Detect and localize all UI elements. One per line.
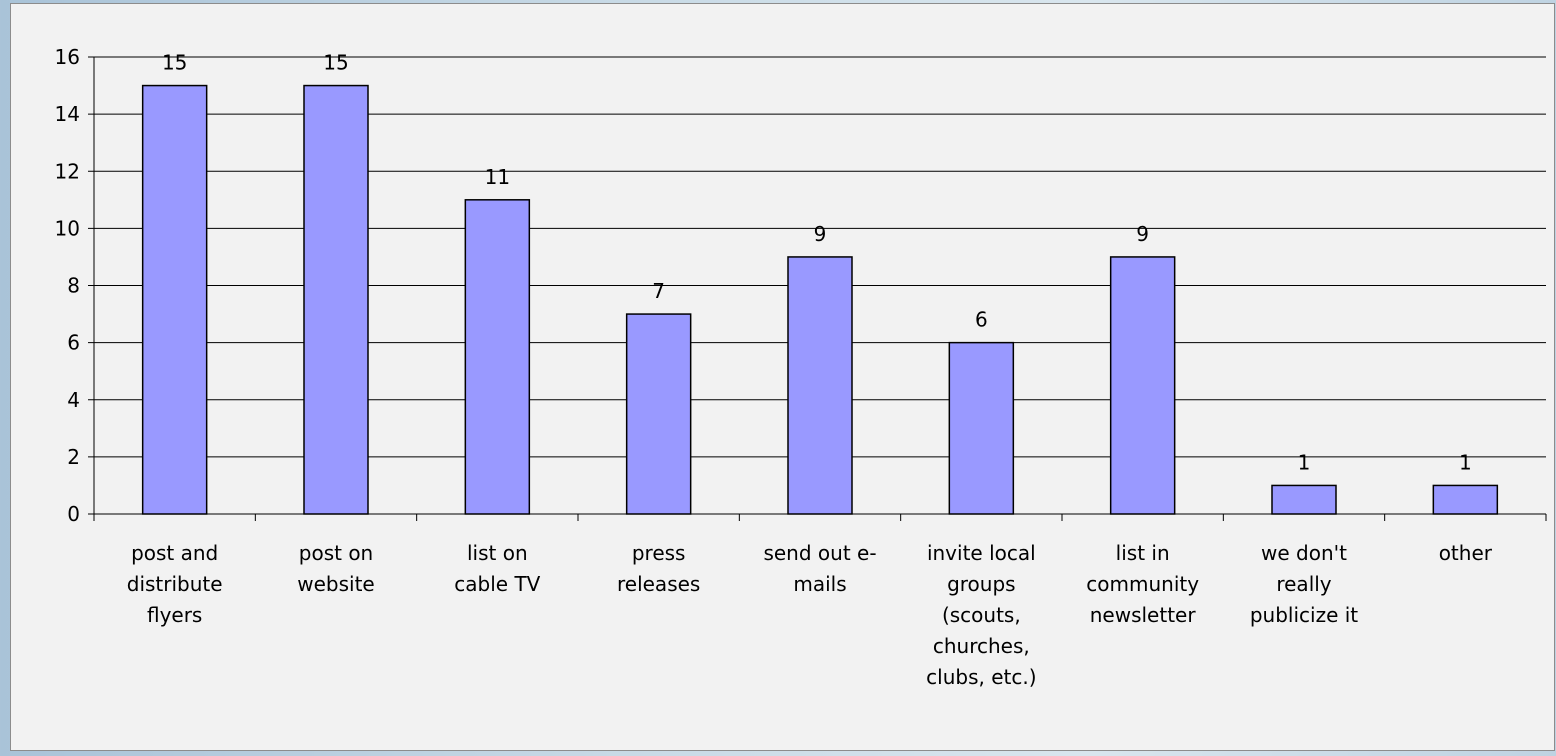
x-category-label-line: list in bbox=[1116, 541, 1170, 565]
x-category-label-line: (scouts, bbox=[942, 603, 1021, 627]
y-tick-label: 4 bbox=[67, 388, 80, 412]
x-category-label-line: mails bbox=[793, 572, 846, 596]
x-category-label: press releases bbox=[617, 541, 700, 596]
chart-panel: 0 2 4 6 8 10 12 14 16 15 post and distribute flyers 1… bbox=[10, 3, 1555, 751]
data-label: 9 bbox=[814, 222, 827, 246]
y-tick-label: 12 bbox=[55, 159, 80, 183]
x-category-label-line: groups bbox=[947, 572, 1016, 596]
x-category-label-line: website bbox=[297, 572, 374, 596]
x-category-label-line: we don't bbox=[1261, 541, 1347, 565]
y-tick-label: 2 bbox=[67, 445, 80, 469]
y-tick-label: 0 bbox=[67, 502, 80, 526]
x-category-label-line: distribute bbox=[127, 572, 223, 596]
y-tick-label: 16 bbox=[55, 45, 80, 69]
bar bbox=[141, 84, 208, 515]
bar bbox=[625, 313, 692, 515]
x-category-label-line: press bbox=[632, 541, 686, 565]
x-category-label-line: releases bbox=[617, 572, 700, 596]
x-category-label: list on cable TV bbox=[454, 541, 540, 596]
x-category-label-line: other bbox=[1439, 541, 1493, 565]
bar bbox=[303, 84, 369, 515]
x-category-label: we don't really publicize it bbox=[1250, 541, 1358, 627]
x-category-label-line: churches, bbox=[933, 634, 1030, 658]
bar bbox=[464, 199, 531, 515]
x-category-label: invite local groups (scouts, churches, clubs… bbox=[926, 541, 1036, 689]
x-category-label: other bbox=[1439, 541, 1493, 565]
x-category-label-line: newsletter bbox=[1090, 603, 1197, 627]
data-label: 1 bbox=[1298, 450, 1311, 474]
x-category-label-line: list on bbox=[467, 541, 528, 565]
data-label: 6 bbox=[975, 308, 988, 332]
y-tick-label: 14 bbox=[55, 102, 80, 126]
x-category-label-line: flyers bbox=[147, 603, 202, 627]
bar bbox=[787, 256, 853, 515]
data-label: 7 bbox=[652, 279, 665, 303]
x-category-label-line: publicize it bbox=[1250, 603, 1358, 627]
x-category-label-line: cable TV bbox=[454, 572, 540, 596]
x-category-label-line: invite local bbox=[927, 541, 1036, 565]
bar bbox=[1109, 256, 1176, 515]
data-label: 11 bbox=[485, 165, 510, 189]
x-category-label-line: really bbox=[1276, 572, 1331, 596]
bar bbox=[1271, 484, 1337, 515]
x-category-label: list in community newsletter bbox=[1086, 541, 1199, 627]
data-label: 15 bbox=[323, 51, 348, 75]
x-category-label-line: send out e- bbox=[763, 541, 876, 565]
y-tick-label: 6 bbox=[67, 331, 80, 355]
x-category-label-line: clubs, etc.) bbox=[926, 665, 1036, 689]
bar bbox=[1432, 484, 1499, 515]
y-tick-label: 8 bbox=[67, 274, 80, 298]
x-category-label: post and distribute flyers bbox=[127, 541, 223, 627]
x-category-label-line: post on bbox=[299, 541, 373, 565]
data-label: 9 bbox=[1136, 222, 1149, 246]
bar bbox=[948, 341, 1015, 515]
y-tick-label: 10 bbox=[55, 216, 80, 240]
x-category-label-line: community bbox=[1086, 572, 1199, 596]
x-category-label: post on website bbox=[297, 541, 374, 596]
data-label: 15 bbox=[162, 51, 187, 75]
x-category-label-line: post and bbox=[131, 541, 218, 565]
data-label: 1 bbox=[1459, 450, 1472, 474]
x-category-label: send out e-mails bbox=[763, 541, 876, 596]
